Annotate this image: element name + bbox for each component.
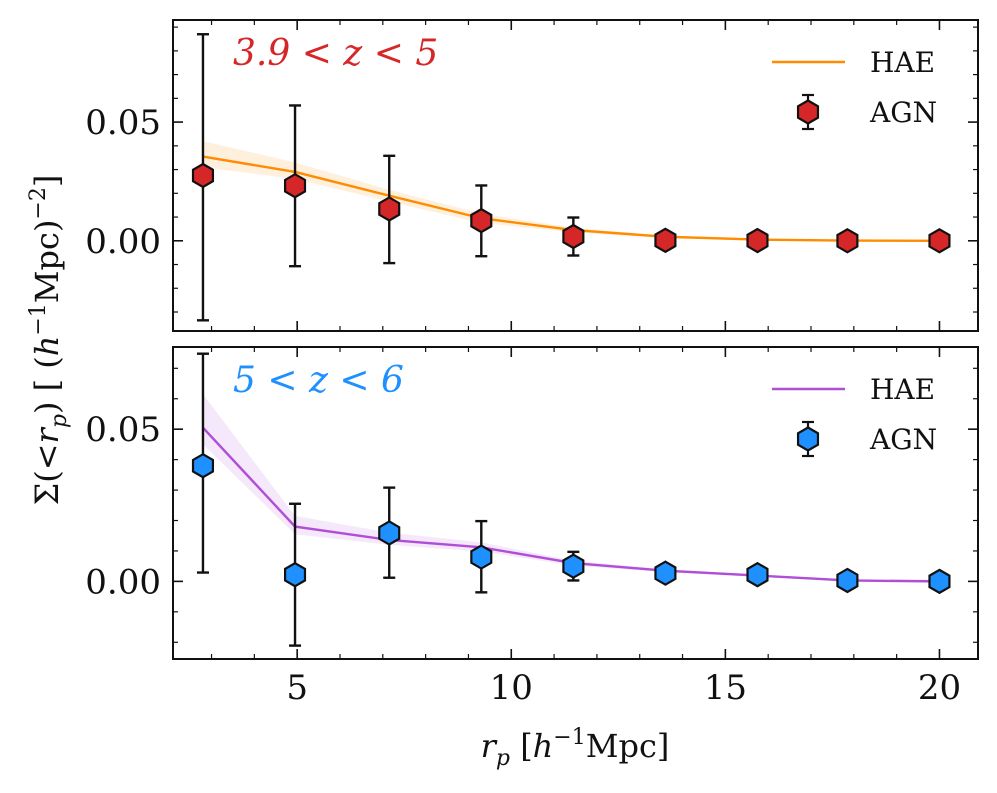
bottom-agn-point-p9 bbox=[928, 568, 951, 595]
bottom-agn-point-p4 bbox=[470, 544, 493, 570]
x-axis-label: rp [h−1Mpc] bbox=[481, 725, 670, 771]
top-agn-point-p5 bbox=[562, 223, 585, 250]
x-tick-label: 5 bbox=[286, 668, 308, 708]
top-agn-point-p2 bbox=[283, 172, 307, 199]
top-z-range-label: 3.9 < z < 5 bbox=[233, 33, 438, 74]
bottom-axes-frame bbox=[172, 346, 979, 660]
panel-top: 0.00 0.05 3.9 < z < 5 HAE AGN bbox=[85, 19, 979, 332]
top-hae-band bbox=[202, 141, 940, 241]
bottom-agn-point-p2 bbox=[283, 561, 307, 588]
top-legend-agn-label: AGN bbox=[869, 96, 937, 129]
bottom-legend-hae-label: HAE bbox=[870, 373, 935, 406]
bottom-legend-agn-marker bbox=[796, 426, 820, 452]
top-agn-point-p7 bbox=[746, 227, 769, 254]
y-axis-label: Σ(<rp) [ (h−1Mpc)−2] bbox=[26, 175, 72, 506]
bottom-agn-point-p6 bbox=[654, 560, 677, 586]
top-agn-point-p6 bbox=[654, 227, 677, 254]
bottom-hae-band bbox=[202, 394, 940, 582]
top-agn-point-p1 bbox=[191, 162, 215, 189]
bottom-y-tick-label: 0.00 bbox=[85, 562, 161, 602]
bottom-y-tick-label: 0.05 bbox=[85, 410, 161, 450]
top-legend-agn-marker bbox=[796, 99, 820, 125]
bottom-agn-point-p7 bbox=[746, 561, 769, 588]
top-legend-hae-label: HAE bbox=[870, 46, 935, 79]
top-y-tick-label: 0.05 bbox=[85, 103, 161, 143]
top-agn-point-p9 bbox=[928, 228, 951, 254]
bottom-legend-agn-label: AGN bbox=[869, 423, 937, 456]
x-tick-label: 20 bbox=[918, 668, 961, 708]
panel-bottom: 5 10 15 20 0.00 0.05 5 < z < 6 HAE AGN bbox=[85, 346, 979, 708]
top-axes-frame bbox=[172, 19, 979, 332]
bottom-z-range-label: 5 < z < 6 bbox=[233, 360, 404, 401]
top-agn-point-p8 bbox=[836, 228, 859, 254]
x-tick-label: 10 bbox=[490, 668, 533, 708]
bottom-agn-point-p3 bbox=[378, 520, 401, 546]
bottom-agn-point-p8 bbox=[836, 567, 859, 594]
x-tick-label: 15 bbox=[704, 668, 747, 708]
top-agn-point-p4 bbox=[470, 207, 493, 234]
bottom-agn-point-p5 bbox=[562, 553, 585, 579]
top-agn-point-p3 bbox=[378, 196, 401, 222]
top-y-tick-label: 0.00 bbox=[85, 222, 161, 262]
bottom-agn-point-p1 bbox=[191, 452, 215, 479]
